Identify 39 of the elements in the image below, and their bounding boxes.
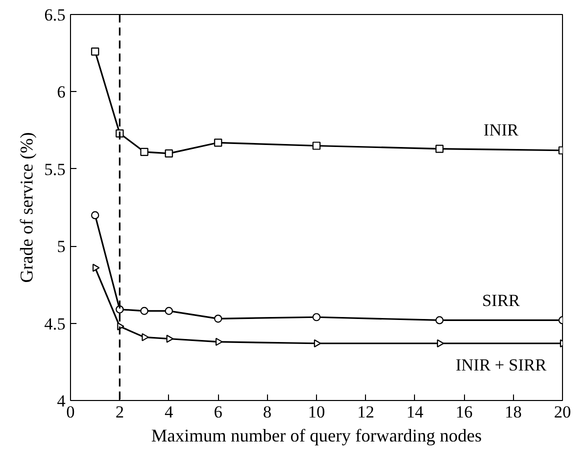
series-label: INIR + SIRR [456, 355, 548, 374]
point [312, 313, 321, 322]
point [142, 333, 149, 342]
x-tick-label: 20 [554, 402, 571, 422]
x-tick-label: 6 [214, 402, 222, 422]
y-tick-label: 5 [57, 237, 66, 256]
point [92, 264, 100, 272]
y-tick-label: 4.5 [44, 314, 66, 334]
point [216, 338, 223, 346]
point [214, 138, 222, 147]
series-label: INIR [484, 120, 520, 140]
point [140, 148, 148, 156]
series-label: SIRR [482, 291, 521, 310]
x-tick-label: 12 [357, 402, 374, 422]
x-tick-label: 14 [406, 402, 424, 422]
point [91, 211, 100, 220]
point [164, 306, 173, 315]
y-tick-label: 6.5 [44, 6, 66, 24]
point [91, 48, 100, 56]
point [312, 142, 321, 150]
y-axis-title: Grade of service (%) [16, 132, 36, 283]
x-axis-title: Maximum number of query forwarding nodes [151, 426, 482, 446]
x-tick-label: 8 [263, 402, 272, 422]
point [166, 334, 174, 343]
y-tick-label: 6 [57, 82, 66, 102]
x-tick-label: 18 [504, 402, 522, 422]
x-tick-label: 10 [308, 402, 325, 422]
point [435, 316, 444, 324]
point [314, 339, 322, 348]
point [140, 306, 148, 315]
point [214, 314, 222, 323]
point [164, 149, 173, 158]
point [435, 144, 444, 153]
x-tick-label: 0 [66, 402, 75, 422]
x-tick-label: 2 [115, 402, 124, 422]
point [436, 339, 444, 348]
y-tick-label: 5.5 [44, 160, 66, 179]
x-tick-label: 16 [456, 402, 473, 422]
x-tick-label: 4 [164, 402, 174, 422]
